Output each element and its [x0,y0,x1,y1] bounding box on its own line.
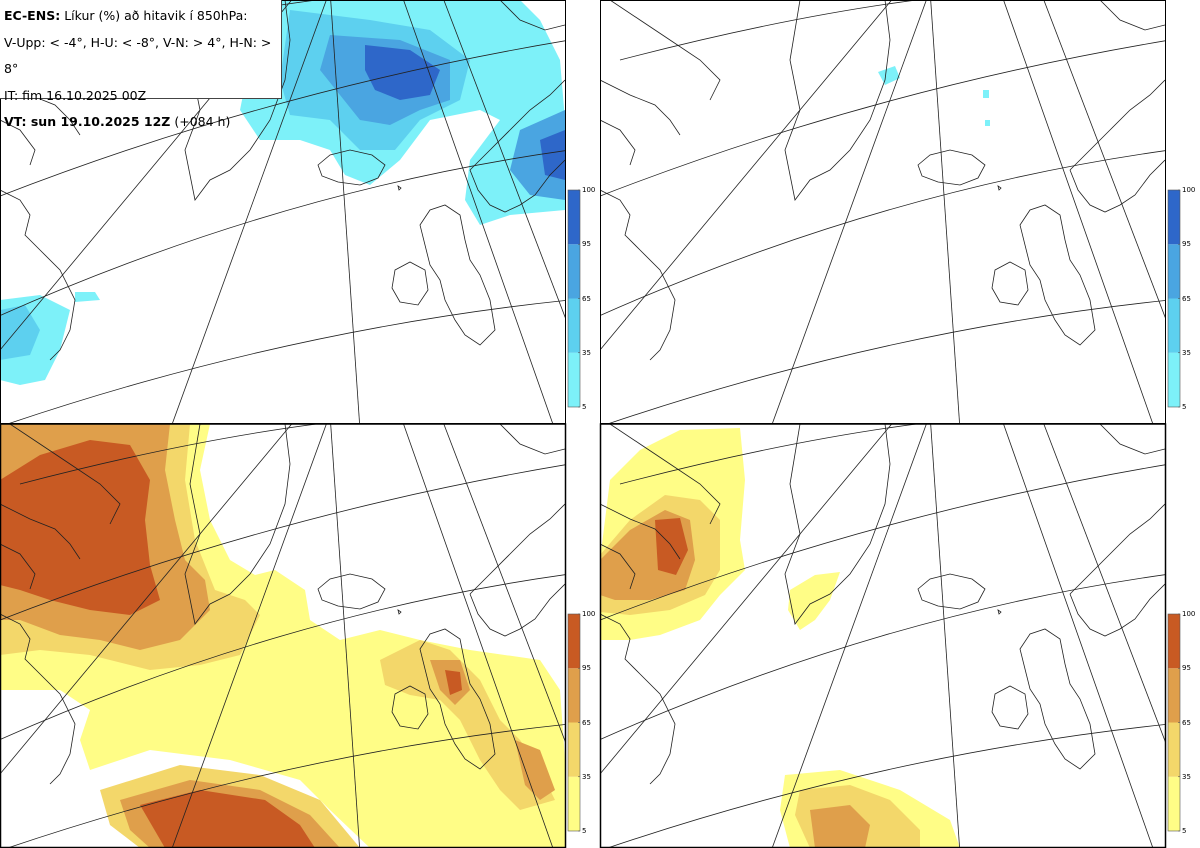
probability-shading [600,428,960,848]
colorbar-segment [568,352,580,407]
colorbar-segment [568,190,580,245]
colorbar-tick-label: 65 [1182,294,1191,303]
colorbar-segment [1168,352,1180,407]
map-panel-warm-8 [600,424,1165,848]
colorbar-tick-label: 95 [1182,240,1191,249]
colorbars [567,189,1181,832]
title-prefix: EC-ENS: [4,8,61,23]
colorbar-tick-label: 95 [1182,664,1191,673]
colorbar-tick-label: 100 [1182,610,1196,618]
colorbar-tick-label: 35 [582,348,591,357]
colorbar-segment [568,776,580,831]
colorbar-tick-label: 100 [582,186,596,194]
colorbar-segment [1168,722,1180,777]
valid-time: VT: sun 19.10.2025 12Z [4,114,171,129]
colorbar-segment [1168,244,1180,299]
colorbar-segment [568,298,580,353]
colorbar-tick-label: 100 [582,610,596,618]
init-time: IT: fim 16.10.2025 00Z [4,87,147,103]
colorbar-tick-label: 65 [582,718,591,727]
colorbar-tick-label: 5 [1182,827,1187,835]
colorbar-segment [1168,298,1180,353]
colorbar-segment [568,614,580,669]
lead-time: (+084 h) [174,114,231,129]
map-panel-warm-4 [0,424,565,848]
colorbar-tick-label: 5 [582,403,587,411]
colorbar-tick-label: 35 [1182,772,1191,781]
colorbar-tick-label: 35 [582,772,591,781]
title: Líkur (%) að hitavik í 850hPa: [64,8,248,23]
colorbar-tick-label: 5 [582,827,587,835]
colorbar-segment [1168,190,1180,245]
colorbar-tick-label: 5 [1182,403,1187,411]
probability-shading [878,66,990,126]
map-panel-cold-8 [600,0,1165,423]
map-info-box: EC-ENS: Líkur (%) að hitavik í 850hPa: V… [0,0,282,129]
threshold-legend: V-Upp: < -4°, H-U: < -8°, V-N: > 4°, H-N… [4,34,272,77]
colorbar-tick-label: 65 [1182,718,1191,727]
probability-shading [0,0,565,385]
colorbar-tick-label: 65 [582,294,591,303]
map-panel-cold-4 [0,0,565,423]
colorbar-segment [1168,614,1180,669]
colorbar-segment [1168,776,1180,831]
colorbar-tick-label: 100 [1182,186,1196,194]
colorbar-segment [568,722,580,777]
colorbar-tick-label: 95 [582,240,591,249]
colorbar-segment [568,244,580,299]
colorbar-segment [568,668,580,723]
colorbar-tick-label: 95 [582,664,591,673]
colorbar-segment [1168,668,1180,723]
colorbar-tick-label: 35 [1182,348,1191,357]
